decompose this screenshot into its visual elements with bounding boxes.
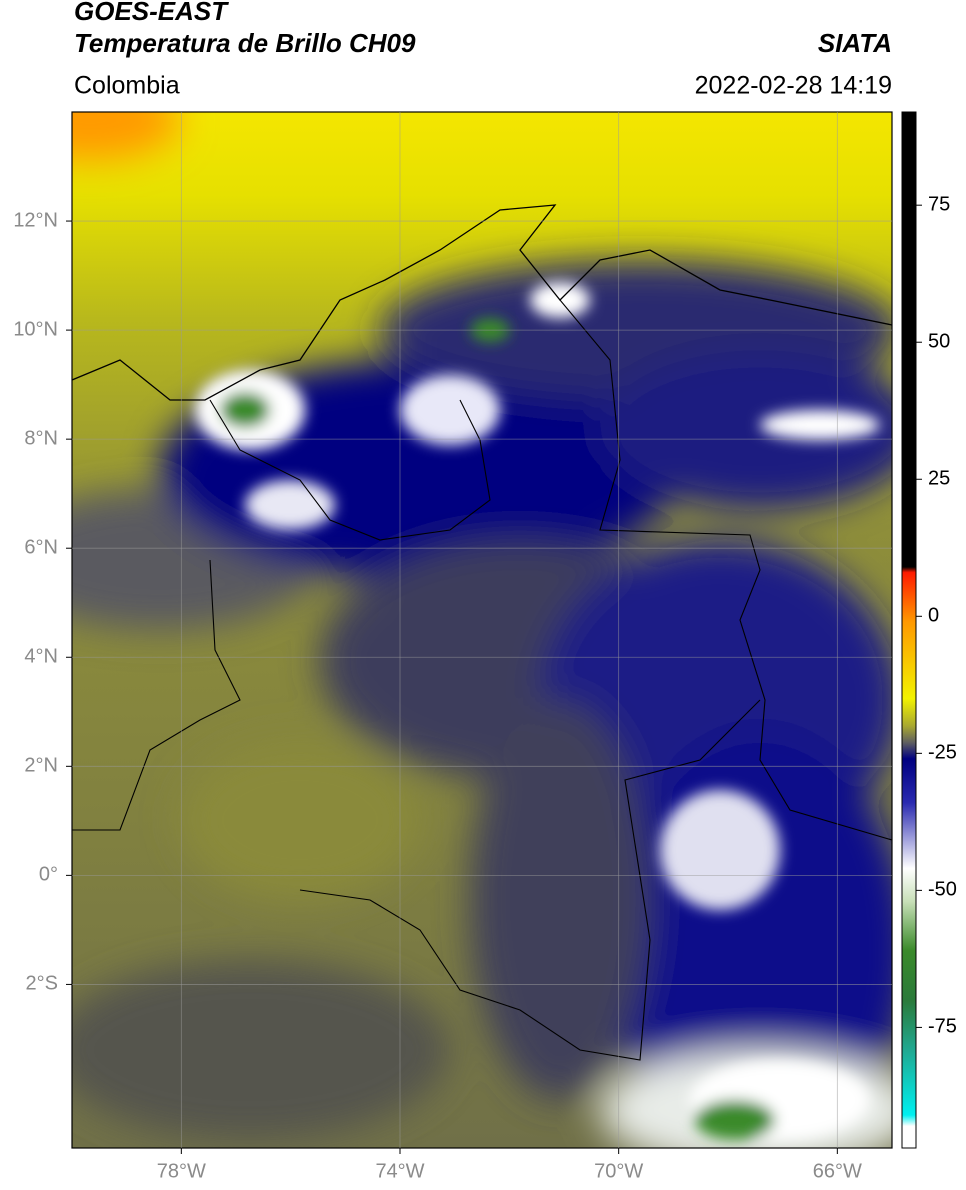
- satellite-image: [72, 112, 892, 1148]
- x-tick-label: 78°W: [157, 1160, 206, 1182]
- colorbar-tick-label: 25: [928, 468, 950, 490]
- x-tick-label: 66°W: [813, 1160, 862, 1182]
- datetime: 2022-02-28 14:19: [695, 72, 892, 100]
- x-tick-label: 74°W: [375, 1160, 424, 1182]
- colorbar-tick-label: 50: [928, 331, 950, 353]
- x-tick-label: 70°W: [594, 1160, 643, 1182]
- y-tick-label: 2°S: [26, 973, 58, 995]
- y-tick-label: 0°: [39, 864, 58, 886]
- colorbar-tick-label: -25: [928, 742, 957, 764]
- colorbar-tick-label: 75: [928, 193, 950, 215]
- y-tick-label: 8°N: [24, 427, 58, 449]
- colorbar-tick-label: 0: [928, 605, 939, 627]
- y-tick-label: 4°N: [24, 646, 58, 668]
- source: SIATA: [818, 28, 892, 58]
- colorbar-tick-label: -75: [928, 1016, 957, 1038]
- y-tick-label: 6°N: [24, 536, 58, 558]
- y-tick-label: 2°N: [24, 755, 58, 777]
- y-tick-label: 10°N: [13, 318, 58, 340]
- map-frame: [71, 111, 893, 1149]
- subtitle: Temperatura de Brillo CH09: [74, 28, 416, 58]
- colorbar-tick-label: -50: [928, 879, 957, 901]
- colorbar: [901, 111, 917, 1149]
- region: Colombia: [74, 72, 180, 100]
- y-tick-label: 12°N: [13, 209, 58, 231]
- title: GOES-EAST: [74, 0, 229, 26]
